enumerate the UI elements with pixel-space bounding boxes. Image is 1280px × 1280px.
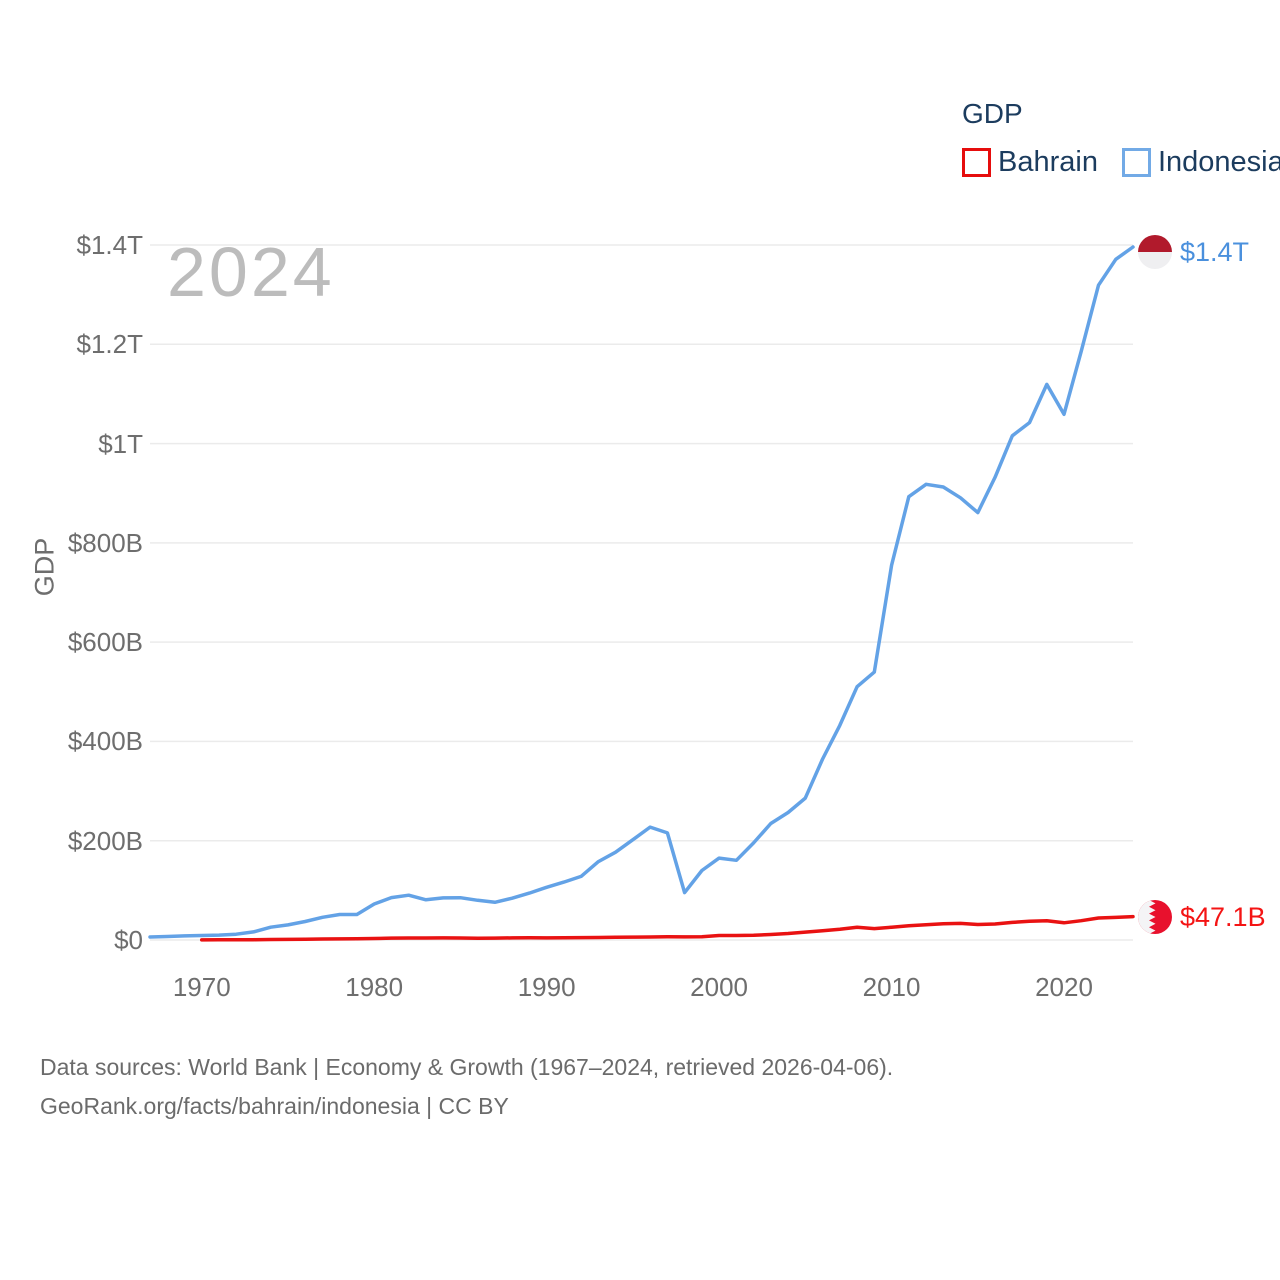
footer: Data sources: World Bank | Economy & Gro… bbox=[40, 1048, 893, 1126]
legend: GDP Bahrain Indonesia bbox=[962, 98, 1280, 179]
y-tick-label: $1.2T bbox=[76, 329, 144, 360]
y-tick-label: $1.4T bbox=[76, 230, 144, 260]
bahrain-swatch-icon bbox=[962, 148, 991, 177]
y-tick-label: $400B bbox=[67, 726, 143, 757]
indonesia-end-label: $1.4T bbox=[1138, 235, 1249, 269]
x-tick-label: 2020 bbox=[1035, 972, 1093, 1002]
x-tick-label: 1990 bbox=[517, 972, 576, 1002]
bahrain-flag-icon bbox=[1138, 900, 1172, 934]
indonesia-line bbox=[148, 245, 1135, 939]
legend-label-indonesia: Indonesia bbox=[1157, 146, 1280, 178]
y-tick-label: $1T bbox=[98, 428, 143, 459]
x-tick-label: 2010 bbox=[862, 972, 921, 1002]
indonesia-swatch-icon bbox=[1121, 148, 1151, 177]
bahrain-line bbox=[199, 914, 1135, 942]
y-tick-label: $0 bbox=[114, 925, 143, 955]
footer-sources-line: Data sources: World Bank | Economy & Gro… bbox=[40, 1054, 894, 1080]
x-tick-label: 1970 bbox=[172, 972, 231, 1002]
bahrain-end-value: $47.1B bbox=[1180, 901, 1266, 932]
legend-title: GDP bbox=[962, 98, 1023, 129]
legend-label-bahrain: Bahrain bbox=[998, 146, 1098, 178]
y-tick-label: $200B bbox=[67, 825, 143, 856]
footer-attribution-line: GeoRank.org/facts/bahrain/indonesia | CC… bbox=[40, 1093, 509, 1119]
legend-item-bahrain[interactable]: Bahrain bbox=[962, 146, 1098, 179]
legend-item-indonesia[interactable]: Indonesia bbox=[1121, 146, 1280, 179]
bahrain-end-label: $47.1B bbox=[1138, 900, 1266, 934]
indonesia-end-value: $1.4T bbox=[1180, 236, 1250, 267]
line-chart bbox=[148, 244, 1135, 942]
legend-items: Bahrain Indonesia bbox=[962, 146, 1280, 179]
y-tick-label: $800B bbox=[67, 527, 143, 558]
x-tick-label: 1980 bbox=[345, 972, 404, 1002]
x-tick-label: 2000 bbox=[690, 972, 749, 1002]
indonesia-flag-icon bbox=[1138, 235, 1172, 269]
y-tick-label: $600B bbox=[67, 627, 143, 658]
